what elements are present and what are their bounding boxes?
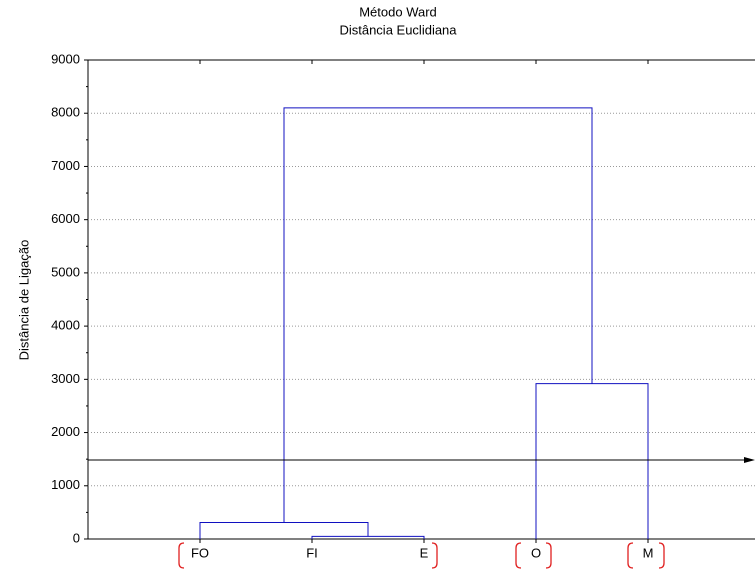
y-tick-label: 1000	[51, 477, 80, 492]
x-tick-label: O	[531, 545, 541, 560]
y-tick-label: 4000	[51, 318, 80, 333]
y-tick-label: 0	[73, 530, 80, 545]
y-tick-label: 6000	[51, 211, 80, 226]
y-tick-label: 7000	[51, 158, 80, 173]
chart-subtitle: Distância Euclidiana	[339, 22, 457, 37]
x-tick-label: FO	[191, 545, 209, 560]
y-tick-label: 3000	[51, 371, 80, 386]
group-bracket	[515, 542, 552, 569]
y-tick-label: 2000	[51, 424, 80, 439]
group-bracket	[627, 542, 665, 569]
chart-title: Método Ward	[359, 4, 437, 19]
x-tick-label: FI	[306, 545, 318, 560]
y-tick-label: 5000	[51, 264, 80, 279]
dendrogram-link	[283, 107, 593, 523]
cut-arrow	[744, 456, 755, 463]
y-axis-label: Distância de Ligação	[16, 240, 31, 361]
dendrogram-link	[311, 535, 425, 539]
x-tick-label: E	[420, 545, 429, 560]
y-tick-label: 8000	[51, 105, 80, 120]
y-tick-label: 9000	[51, 51, 80, 66]
group-bracket	[178, 542, 438, 569]
x-tick-label: M	[643, 545, 654, 560]
